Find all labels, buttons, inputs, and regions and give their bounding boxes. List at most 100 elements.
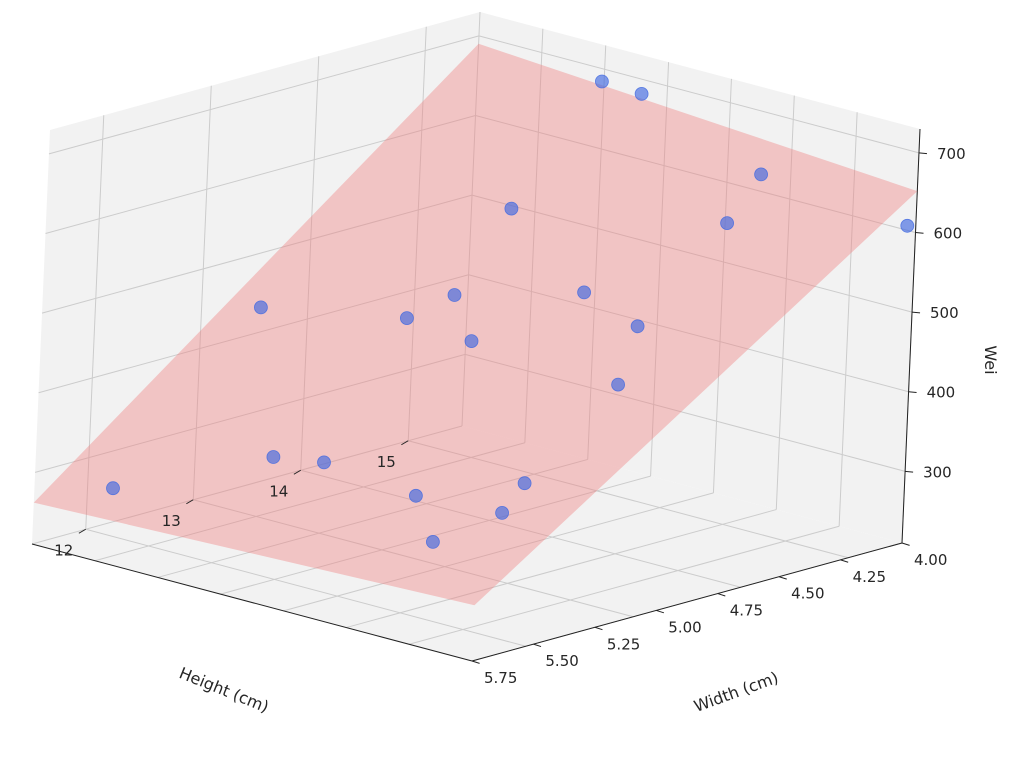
data-point: [504, 201, 519, 216]
weight-tick-label: 600: [934, 225, 963, 243]
width-tick-label: 4.00: [914, 551, 947, 569]
grid-line-width-floor: [31, 425, 463, 545]
height-tick: [293, 469, 302, 475]
width-tick: [656, 609, 665, 614]
height-tick: [401, 440, 409, 446]
weight-tick-label: 700: [937, 145, 966, 163]
grid-line-width-wall: [650, 62, 670, 477]
width-tick-label: 5.25: [607, 635, 640, 653]
width-tick: [471, 660, 480, 664]
weight-tick: [918, 152, 928, 155]
tick-labels: 15 14 13 12 4.00 4.25 4.50 4.75 5.00 5.25 5.50 5.75…: [54, 145, 965, 687]
width-tick: [533, 643, 542, 648]
data-point: [634, 87, 649, 101]
grid-line-weight-left: [41, 194, 473, 314]
data-point: [408, 488, 423, 503]
data-point: [495, 506, 510, 520]
width-tick-label: 4.75: [730, 602, 763, 620]
grid-line-weight-right: [475, 115, 916, 233]
weight-tick-label: 500: [930, 304, 959, 322]
width-tick: [594, 626, 603, 631]
regression-plane: [33, 43, 918, 606]
width-tick-label: 5.00: [668, 618, 701, 636]
weight-tick-label: 300: [923, 463, 952, 481]
grid-line-height-wall: [85, 115, 105, 530]
width-tick: [717, 593, 726, 597]
grid-line-height-wall: [192, 85, 212, 500]
width-tick-label: 5.75: [484, 669, 517, 687]
height-tick-label: 14: [269, 482, 288, 500]
grid-line-weight-right: [468, 274, 909, 393]
height-tick-label: 12: [54, 541, 73, 559]
grid-line-width-floor: [94, 442, 525, 562]
data-point: [720, 216, 734, 231]
data-point: [425, 535, 440, 549]
grid-line-height-floor: [408, 440, 849, 559]
grid-line-weight-left: [45, 115, 476, 234]
data-points: [106, 74, 915, 549]
width-axis-line: [471, 542, 903, 662]
y-axis-label: Width (cm): [691, 668, 781, 716]
grid-line-width-floor: [220, 475, 651, 595]
weight-tick-label: 400: [927, 384, 956, 402]
weight-axis-line: [901, 128, 921, 544]
regression-plane-layer: [33, 43, 918, 606]
grid-line-width-wall: [775, 95, 795, 510]
data-point: [399, 311, 414, 326]
weight-tick: [915, 232, 924, 234]
grid-line-weight-left: [34, 353, 466, 473]
width-tick-label: 5.50: [545, 652, 578, 670]
z-axis-label: Wei: [981, 345, 1000, 374]
grid-line-width-floor: [409, 525, 840, 645]
weight-tick: [908, 391, 917, 394]
axis-lines: [31, 128, 921, 662]
data-point: [106, 481, 120, 496]
grid-line-height-floor: [193, 499, 634, 618]
grid-line-width-floor: [346, 509, 777, 629]
grid-lines: [31, 11, 921, 662]
x-axis-label: Height (cm): [177, 663, 272, 716]
grid-line-width-floor: [157, 458, 588, 578]
grid-line-weight-right: [464, 353, 906, 472]
data-point: [595, 74, 609, 89]
weight-tick: [905, 470, 914, 473]
data-point: [464, 334, 479, 349]
weight-tick: [911, 311, 921, 314]
height-axis-line: [31, 543, 473, 662]
height-tick: [78, 528, 87, 534]
width-tick-label: 4.25: [853, 568, 886, 586]
grid-line-width-wall: [587, 45, 607, 460]
grid-line-width-floor: [283, 492, 714, 612]
grid-line-height-floor: [300, 469, 741, 588]
grid-line-height-floor: [85, 528, 526, 647]
width-tick: [778, 576, 787, 580]
grid-line-width-wall: [712, 78, 732, 493]
grid-line-height-wall: [407, 26, 427, 441]
height-tick-label: 15: [377, 453, 396, 471]
width-tick-label: 4.50: [791, 585, 824, 603]
grid-line-weight-right: [478, 35, 920, 154]
grid-line-width-wall: [838, 112, 858, 527]
data-point: [317, 455, 331, 470]
data-point: [517, 476, 532, 491]
data-point: [754, 167, 768, 182]
height-tick-label: 13: [162, 512, 181, 530]
grid-line-width-wall: [461, 11, 481, 427]
data-point: [447, 288, 462, 302]
grid-line-weight-left: [38, 274, 469, 394]
grid-line-height-wall: [300, 56, 320, 471]
width-tick: [840, 559, 849, 563]
width-tick: [901, 542, 910, 546]
data-point: [266, 450, 281, 464]
grid-line-weight-left: [48, 35, 480, 155]
pane-right: [462, 12, 920, 543]
grid-line-weight-right: [471, 194, 913, 313]
data-point: [611, 377, 625, 392]
data-point: [577, 285, 591, 300]
grid-line-width-wall: [524, 28, 544, 443]
data-point: [630, 319, 645, 334]
data-point: [253, 300, 268, 315]
data-point: [900, 218, 915, 233]
